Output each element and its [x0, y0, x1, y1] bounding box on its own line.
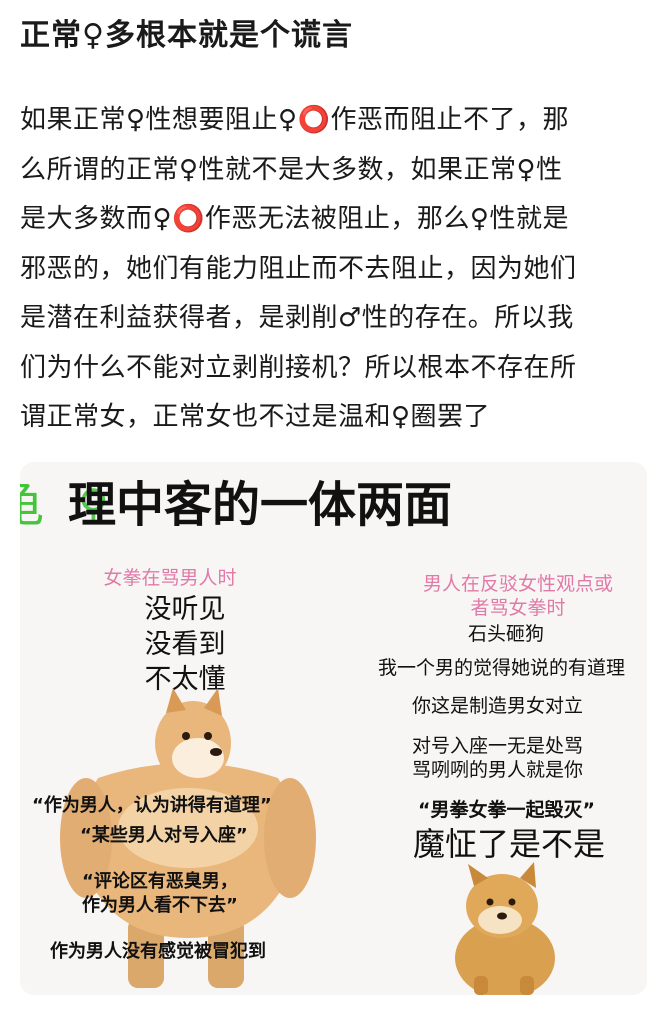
left-quote: 作为男人看不下去” [82, 895, 238, 916]
cheems-doge-illustration [455, 862, 555, 995]
right-big-text: 魔怔了是不是 [413, 825, 606, 863]
meme-header: 龟 ⚲ 理中客的一体两面 [20, 462, 647, 548]
right-line: 你这是制造男女对立 [412, 695, 584, 717]
meme-header-green-char: 龟 [20, 477, 45, 533]
left-big-line: 没听见 [144, 594, 226, 625]
meme-header-title: 理中客的一体两面 [68, 477, 453, 533]
left-caption: 女拳在骂男人时 [103, 567, 237, 589]
right-caption-1: 男人在反驳女性观点或 [422, 573, 613, 595]
post-line: 么所谓的正常♀性就不是大多数，如果正常♀性 [20, 154, 563, 185]
post-line: 如果正常♀性想要阻止♀⭕作恶而阻止不了，那 [20, 105, 569, 135]
left-quote: 作为男人没有感觉被冒犯到 [50, 941, 266, 962]
post-title: 正常♀多根本就是个谎言 [20, 18, 353, 53]
meme-header-green-mark: ⚲ [78, 480, 109, 529]
left-big-line: 不太懂 [144, 664, 226, 695]
right-caption-2: 者骂女拳时 [470, 597, 566, 619]
right-line: 骂咧咧的男人就是你 [412, 759, 584, 781]
left-quote: “评论区有恶臭男， [82, 871, 238, 892]
right-line: 石头砸狗 [468, 623, 545, 645]
meme-image[interactable]: 龟 ⚲ 理中客的一体两面 女拳在骂男人时 没听见 没看到 不太懂 “作为男人，认… [20, 462, 647, 995]
post-body: 如果正常♀性想要阻止♀⭕作恶而阻止不了，那 么所谓的正常♀性就不是大多数，如果正… [20, 96, 650, 443]
left-big-line: 没看到 [144, 629, 226, 660]
right-line: 对号入座一无是处骂 [412, 735, 584, 757]
post-line: 是大多数而♀⭕作恶无法被阻止，那么♀性就是 [20, 204, 569, 234]
right-line: “男拳女拳一起毁灭” [418, 799, 595, 821]
left-quote: “作为男人，认为讲得有道理” [32, 795, 272, 816]
post-line: 谓正常女，正常女也不过是温和♀圈罢了 [20, 402, 491, 432]
buff-doge-illustration [60, 688, 316, 988]
right-line: 我一个男的觉得她说的有道理 [378, 657, 626, 679]
post-line: 是潜在利益获得者，是剥削♂性的存在。所以我 [20, 303, 574, 333]
post-line: 邪恶的，她们有能力阻止而不去阻止，因为她们 [20, 253, 577, 284]
left-quote: “某些男人对号入座” [80, 825, 248, 846]
left-big-text: 没听见 没看到 不太懂 [110, 592, 260, 697]
post-line: 们为什么不能对立剥削接机？所以根本不存在所 [20, 352, 577, 383]
